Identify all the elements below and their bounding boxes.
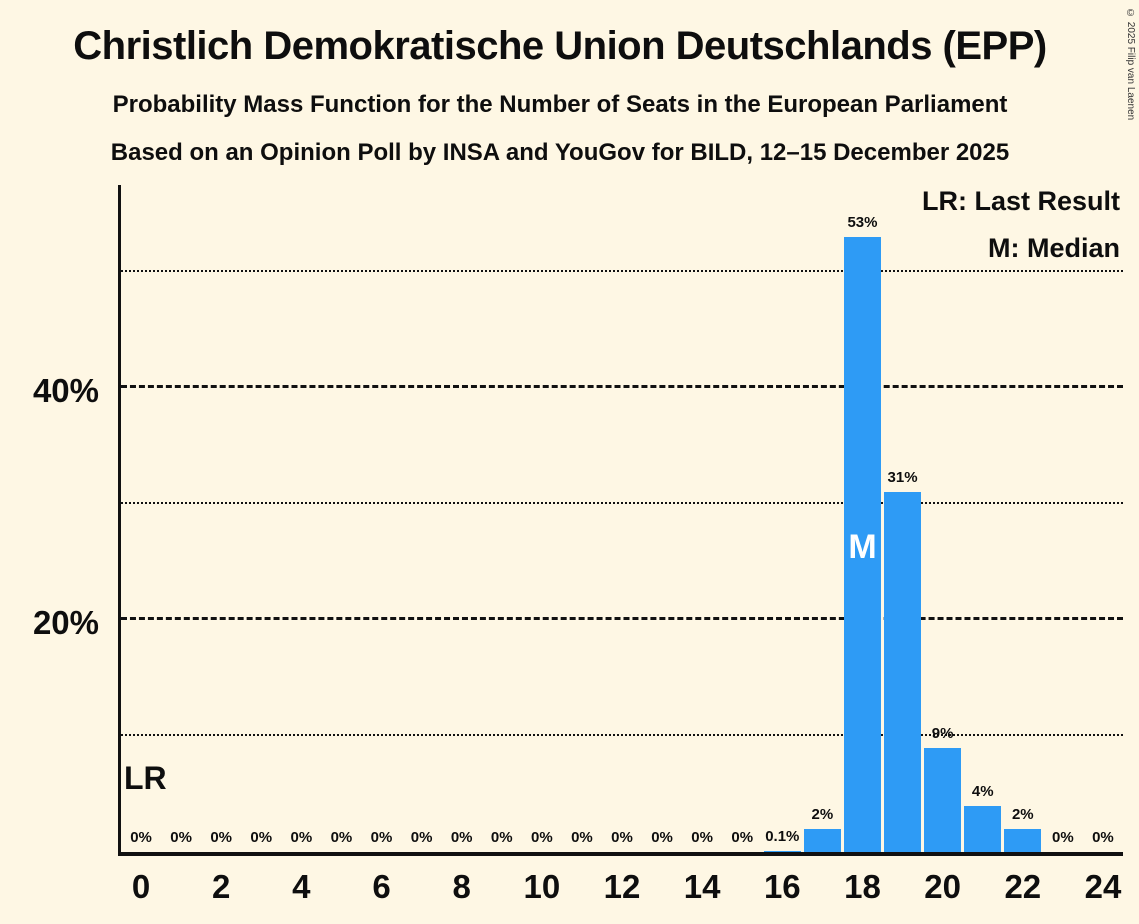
bar-value-label-seat-17: 2% (811, 805, 834, 823)
bar-value-label-seat-11: 0% (571, 829, 593, 846)
bar-value-label-seat-0: 0% (130, 829, 152, 846)
x-tick-label-22: 22 (1004, 868, 1042, 905)
x-tick-label-18: 18 (844, 868, 881, 905)
bar-value-label-seat-24: 0% (1092, 829, 1114, 846)
x-tick-label-0: 0 (131, 868, 151, 905)
median-marker: M (848, 527, 877, 566)
x-tick-label-24: 24 (1084, 868, 1122, 905)
bar-value-label-seat-18: 53% (847, 214, 878, 232)
x-tick-label-14: 14 (683, 868, 721, 905)
plot-area: LR 0% 0% 0% 0% 0% 0% 0% 0% 0% 0% 0% 0% 0% 0% 0% 0% 0.1% 2… (33, 185, 1123, 905)
bar-value-label-seat-21: 4% (971, 782, 994, 800)
last-result-marker: LR (124, 760, 167, 796)
bar-value-label-seat-22: 2% (1011, 805, 1034, 823)
bar-value-label-seat-13: 0% (651, 829, 673, 846)
bar-seat-18 (843, 237, 882, 852)
bar-value-label-seat-23: 0% (1052, 829, 1074, 846)
bar-value-label-seat-7: 0% (410, 829, 433, 846)
bar-value-label-seat-20: 9% (931, 724, 954, 742)
legend-median: M: Median (988, 233, 1120, 263)
y-tick-label-20: 20% (32, 604, 99, 641)
bar-value-label-seat-5: 0% (330, 829, 353, 846)
y-tick-label-40: 40% (32, 372, 99, 409)
x-tick-label-20: 20 (924, 868, 961, 905)
x-tick-label-2: 2 (212, 868, 231, 905)
gridline-20pct (121, 617, 1123, 620)
x-tick-label-8: 8 (452, 868, 471, 905)
bar-value-label-seat-15: 0% (731, 829, 754, 846)
bar-value-label-seat-9: 0% (490, 829, 513, 846)
legend-last-result: LR: Last Result (921, 186, 1120, 216)
gridline-30pct (121, 502, 1123, 504)
gridline-40pct (121, 385, 1123, 388)
x-tick-label-10: 10 (523, 868, 561, 905)
bar-value-label-seat-16: 0.1% (765, 827, 800, 845)
chart-subtitle-poll: Based on an Opinion Poll by INSA and You… (110, 139, 1010, 166)
bar-seat-16 (763, 850, 801, 852)
gridline-10pct (121, 734, 1123, 736)
x-tick-label-6: 6 (372, 868, 391, 905)
bar-value-label-seat-14: 0% (691, 829, 713, 846)
bar-value-label-seat-8: 0% (450, 829, 473, 846)
gridline-50pct (121, 270, 1123, 272)
bar-seat-21 (964, 805, 1002, 852)
bar-value-label-seat-12: 0% (611, 829, 633, 846)
bar-seat-17 (803, 828, 841, 852)
bar-value-label-seat-10: 0% (530, 829, 553, 846)
bar-value-label-seat-4: 0% (290, 829, 313, 846)
bar-value-label-seat-3: 0% (250, 829, 273, 846)
x-tick-label-4: 4 (292, 868, 311, 905)
chart-title: Christlich Demokratische Union Deutschla… (73, 24, 1047, 68)
bar-value-label-seat-19: 31% (887, 469, 918, 487)
x-tick-label-16: 16 (763, 868, 801, 905)
bar-value-label-seat-2: 0% (210, 829, 233, 846)
bar-seat-19 (884, 492, 922, 852)
chart-subtitle-pmf: Probability Mass Function for the Number… (112, 91, 1008, 118)
bar-value-label-seat-6: 0% (370, 829, 393, 846)
copyright-notice: © 2025 Filip van Laenen (1125, 8, 1136, 121)
x-tick-label-12: 12 (603, 868, 641, 905)
bar-seat-22 (1004, 828, 1042, 852)
bar-value-label-seat-1: 0% (170, 829, 192, 846)
bar-seat-20 (924, 747, 962, 852)
